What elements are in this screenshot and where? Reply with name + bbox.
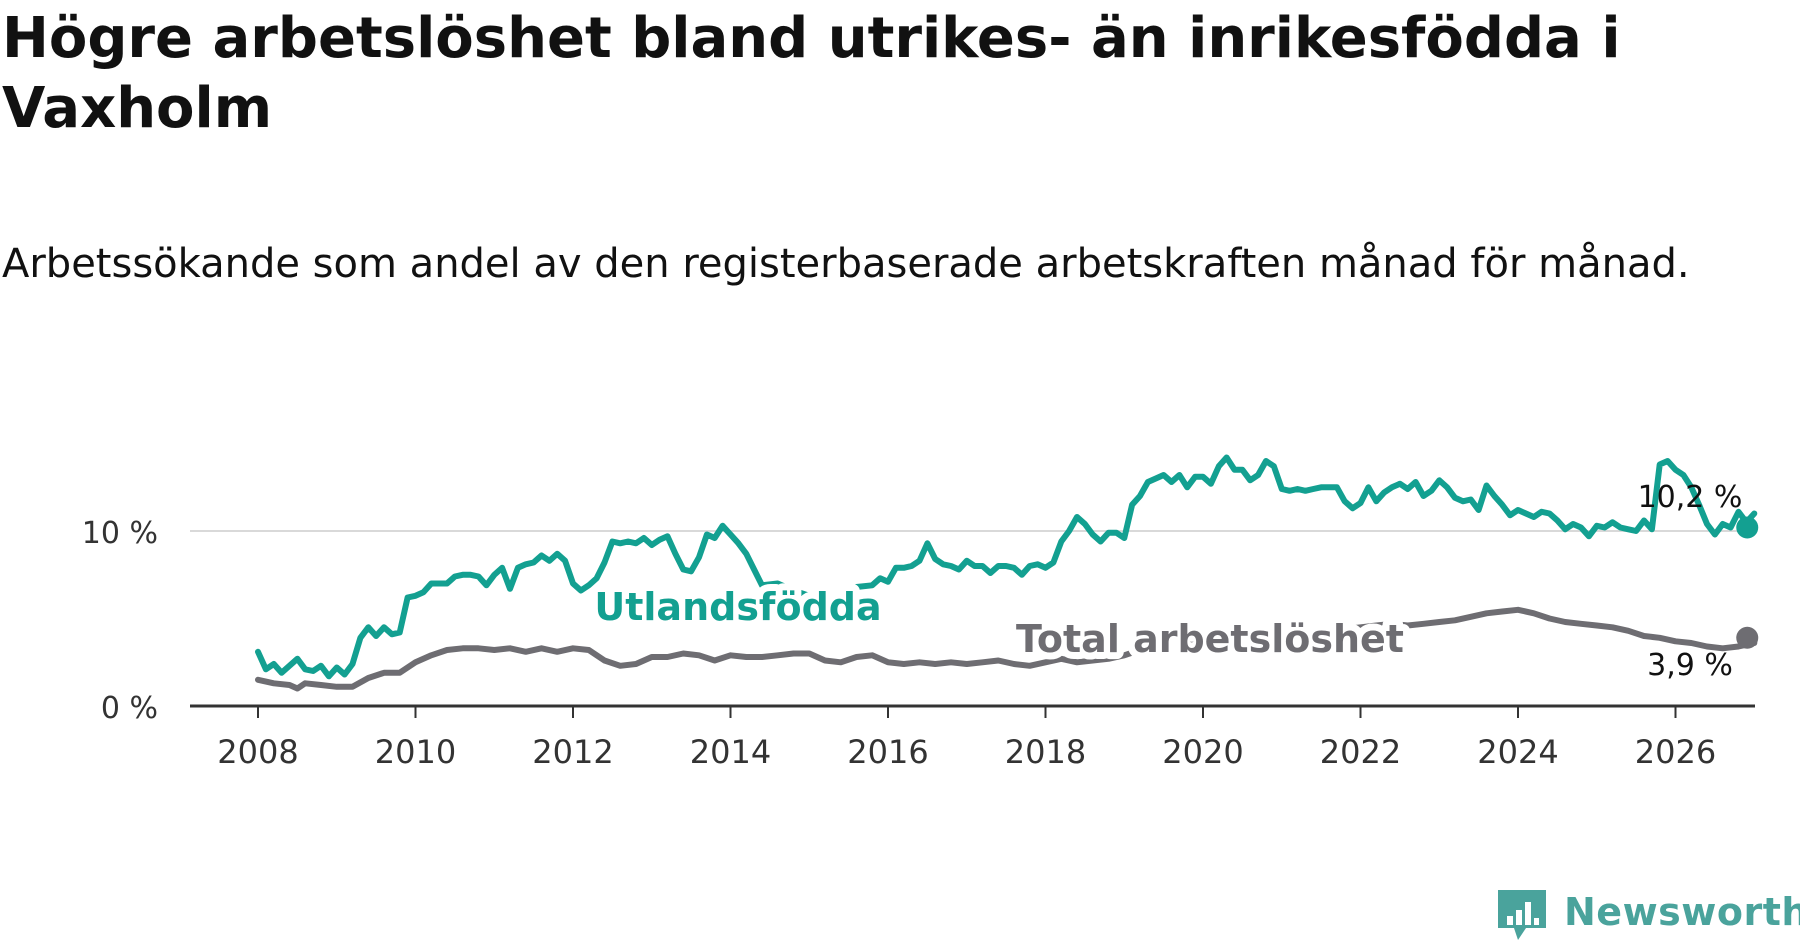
newsworthy-logo: [1498, 890, 1546, 940]
brand-name: Newsworthy: [1564, 890, 1800, 934]
x-tick-label: 2018: [1005, 733, 1086, 771]
y-tick-label: 10 %: [82, 516, 158, 551]
series-annotation: Utlandsfödda: [594, 585, 881, 629]
series-annotation: Total arbetslöshet: [1016, 617, 1404, 661]
newsworthy-icon: [1498, 890, 1546, 940]
x-tick-label: 2026: [1635, 733, 1716, 771]
series-end-label: 3,9 %: [1647, 648, 1733, 683]
x-tick-label: 2010: [375, 733, 456, 771]
series-end-marker: [1736, 626, 1759, 649]
series-line-total: [255, 606, 1758, 692]
series-end-label: 10,2 %: [1638, 480, 1743, 515]
series-line-utlandsfodda: [255, 454, 1758, 680]
x-tick-label: 2024: [1477, 733, 1558, 771]
x-tick-label: 2012: [532, 733, 613, 771]
x-tick-label: 2020: [1162, 733, 1243, 771]
annotation-halo: Total arbetslöshet: [1016, 617, 1404, 661]
chart-title: Högre arbetslöshet bland utrikes- än inr…: [2, 6, 1621, 141]
x-tick-label: 2022: [1320, 733, 1401, 771]
y-tick-label: 0 %: [101, 691, 158, 726]
x-tick-label: 2016: [847, 733, 928, 771]
x-tick-label: 2008: [217, 733, 298, 771]
series-end-marker: [1736, 516, 1759, 539]
x-tick-label: 2014: [690, 733, 771, 771]
chart-subtitle: Arbetssökande som andel av den registerb…: [2, 241, 1690, 287]
annotation-halo: Utlandsfödda: [594, 585, 881, 629]
